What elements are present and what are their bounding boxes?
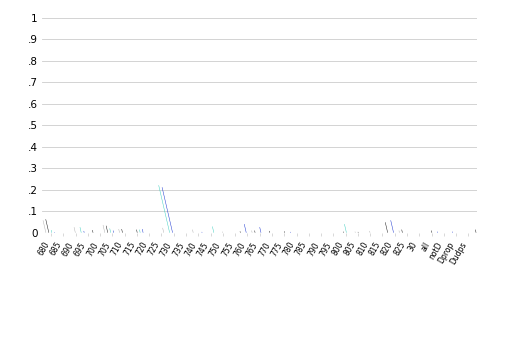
Bar	[496, 232, 497, 233]
Bar	[475, 229, 476, 233]
Bar	[103, 225, 105, 233]
Bar	[139, 229, 140, 233]
Bar	[136, 229, 137, 233]
Bar	[158, 185, 170, 233]
Bar	[284, 231, 285, 233]
Bar	[240, 231, 241, 233]
Bar	[80, 227, 82, 233]
Bar	[344, 224, 347, 233]
Bar	[522, 229, 524, 233]
Bar	[399, 231, 400, 233]
Bar	[110, 228, 111, 233]
Bar	[269, 231, 270, 233]
Bar	[106, 226, 108, 233]
Bar	[369, 231, 370, 233]
Bar	[355, 232, 356, 233]
Bar	[525, 229, 526, 233]
Bar	[343, 232, 344, 233]
Bar	[222, 232, 223, 233]
Bar	[192, 229, 193, 233]
Bar	[254, 231, 255, 233]
Bar	[162, 228, 164, 233]
Bar	[51, 230, 52, 233]
Bar	[244, 224, 246, 233]
Bar	[14, 222, 16, 233]
Bar	[121, 229, 123, 233]
Bar	[46, 219, 49, 233]
Bar	[92, 230, 93, 233]
Bar	[401, 229, 403, 233]
Bar	[391, 220, 394, 233]
Bar	[452, 232, 453, 233]
Bar	[162, 187, 173, 233]
Bar	[385, 222, 388, 233]
Bar	[212, 227, 214, 233]
Bar	[508, 229, 509, 233]
Bar	[113, 231, 114, 233]
Bar	[119, 229, 120, 233]
Bar	[490, 232, 491, 233]
Bar	[260, 227, 261, 233]
Bar	[437, 232, 438, 233]
Bar	[74, 227, 76, 233]
Bar	[431, 231, 432, 233]
Bar	[142, 229, 143, 233]
Bar	[251, 231, 252, 233]
Bar	[43, 220, 46, 233]
Bar	[201, 232, 202, 233]
Bar	[493, 230, 494, 233]
